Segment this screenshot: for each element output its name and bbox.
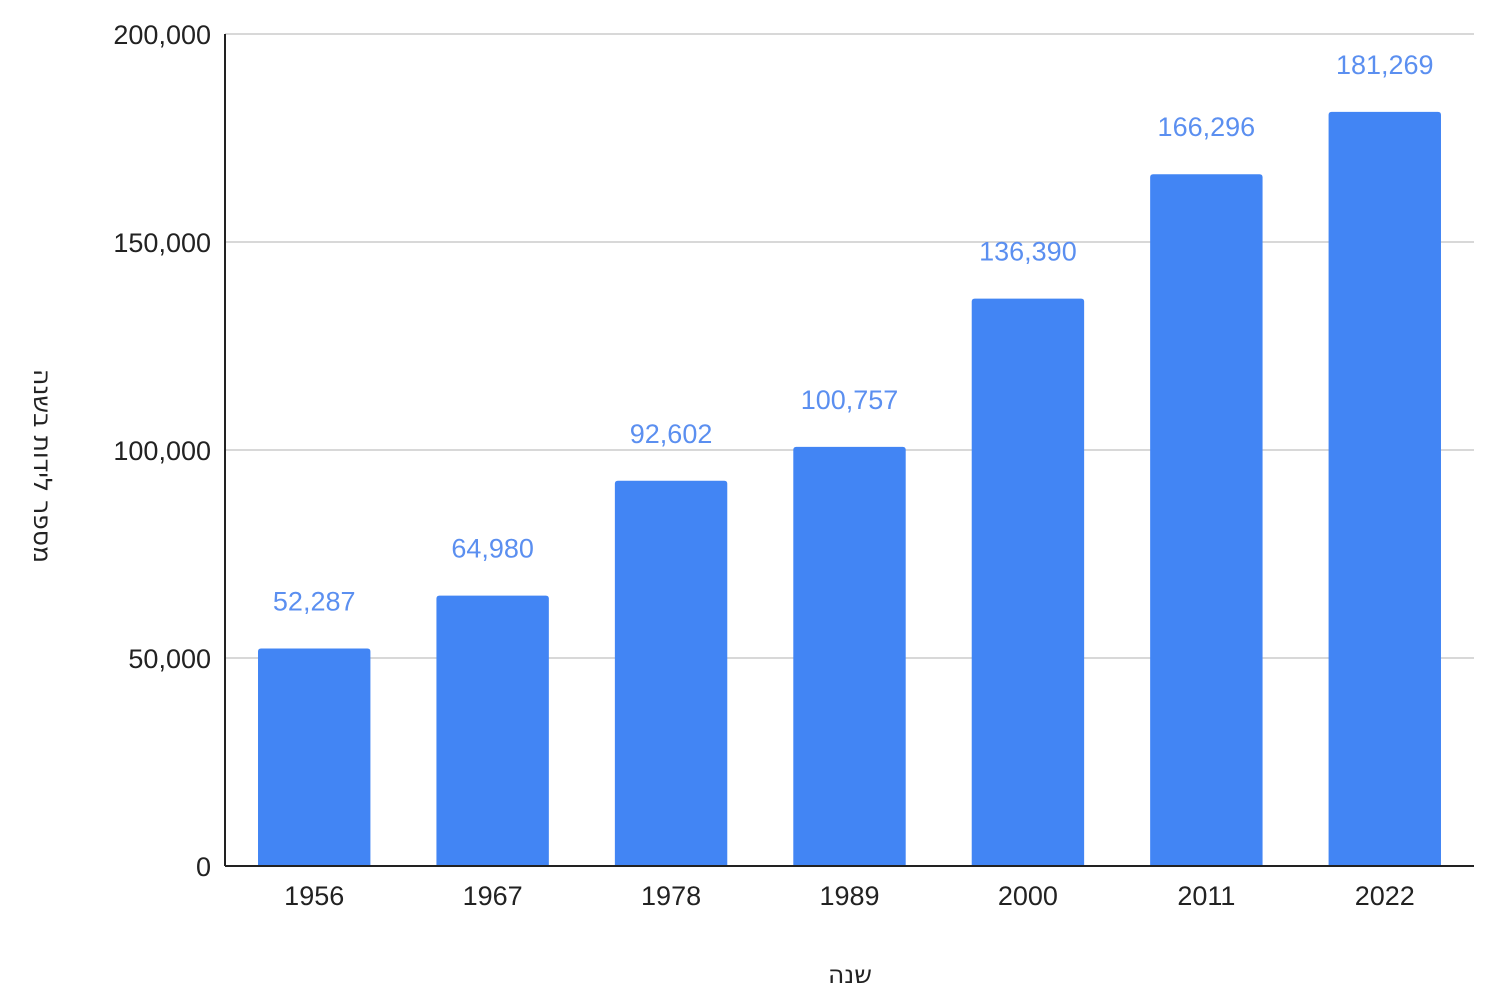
- x-tick-labels: 1956 1967 1978 1989 2000 2011 2022: [284, 881, 1415, 911]
- bars: [258, 111, 1441, 867]
- x-tick-label: 2011: [1177, 881, 1235, 911]
- data-label: 52,287: [273, 586, 356, 616]
- bar: [1328, 111, 1441, 866]
- axes: [224, 34, 1474, 867]
- y-tick-label: 50,000: [128, 644, 211, 674]
- bar: [971, 298, 1085, 866]
- y-tick-label: 150,000: [113, 228, 211, 258]
- y-axis-title: מספר לידות בשנה: [28, 369, 57, 563]
- x-tick-label: 1956: [284, 881, 344, 911]
- data-label: 64,980: [451, 534, 534, 564]
- x-tick-label: 2022: [1355, 881, 1415, 911]
- y-tick-label: 200,000: [113, 20, 211, 50]
- data-label: 166,296: [1158, 112, 1256, 142]
- data-labels: 52,287 64,980 92,602 100,757 136,390 166,296 1…: [273, 50, 1434, 617]
- bar: [258, 648, 371, 866]
- data-label: 136,390: [979, 237, 1077, 267]
- bar: [614, 480, 728, 866]
- y-tick-label: 100,000: [113, 436, 211, 466]
- bar: [436, 595, 549, 866]
- x-tick-label: 2000: [998, 881, 1058, 911]
- bar: [793, 446, 906, 866]
- data-label: 181,269: [1336, 50, 1434, 80]
- x-tick-label: 1978: [641, 881, 701, 911]
- y-tick-labels: 0 50,000 100,000 150,000 200,000: [113, 20, 211, 882]
- bar: [1150, 174, 1263, 867]
- y-tick-label: 0: [196, 852, 211, 882]
- x-tick-label: 1989: [819, 881, 879, 911]
- data-label: 92,602: [630, 419, 713, 449]
- x-tick-label: 1967: [463, 881, 523, 911]
- x-axis-title: שנה: [828, 960, 872, 989]
- data-label: 100,757: [801, 385, 899, 415]
